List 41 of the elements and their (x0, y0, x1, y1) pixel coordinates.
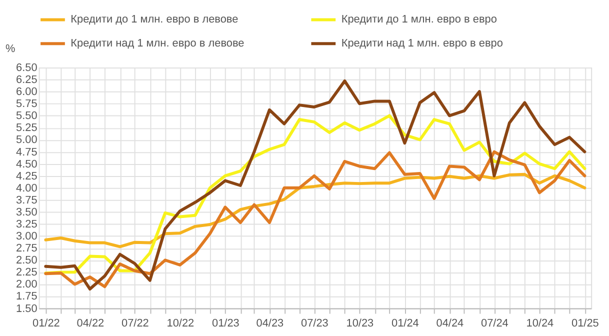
x-tick-label: 10/22 (166, 318, 194, 330)
y-tick-label: 5.75 (16, 98, 38, 110)
x-tick-label: 01/25 (572, 318, 599, 330)
y-tick-label: 4.25 (16, 170, 38, 182)
y-tick-label: 4.50 (16, 158, 38, 170)
y-tick-label: 5.25 (16, 122, 38, 134)
y-tick-label: 6.25 (16, 74, 38, 86)
y-tick-label: 2.00 (16, 278, 38, 291)
y-tick-label: 1.75 (16, 290, 38, 303)
y-tick-label: 3.25 (16, 218, 38, 230)
x-tick-label: 04/24 (436, 318, 464, 330)
x-tick-label: 07/22 (122, 318, 149, 330)
y-tick-label: 3.00 (16, 230, 38, 243)
legend-label: Кредити над 1 млн. евро в евро (341, 38, 503, 50)
legend-label: Кредити до 1 млн. евро в левове (70, 14, 238, 26)
y-tick-label: 5.50 (16, 110, 38, 122)
x-tick-label: 01/23 (212, 318, 240, 330)
x-tick-label: 10/24 (526, 318, 554, 330)
legend-label: Кредити над 1 млн. евро в левове (70, 38, 244, 50)
line-series (44, 79, 586, 291)
line-series (44, 150, 586, 288)
y-tick-label: 2.50 (16, 254, 38, 267)
y-tick-label: 2.25 (16, 266, 38, 279)
y-tick-label: 2.75 (16, 242, 38, 255)
y-tick-label: 4.00 (16, 182, 38, 194)
x-tick-label: 07/23 (301, 318, 328, 330)
x-tick-label: 01/22 (32, 318, 60, 330)
y-tick-label: 6.50 (16, 62, 38, 74)
x-tick-label: 10/23 (346, 318, 374, 330)
y-tick-label: 3.75 (16, 194, 38, 206)
y-axis-title: % (5, 43, 16, 56)
x-tick-label: 04/22 (76, 318, 104, 330)
y-tick-label: 3.50 (16, 206, 38, 218)
legend-label: Кредити до 1 млн. евро в евро (341, 14, 497, 26)
y-tick-label: 6.00 (16, 86, 38, 98)
x-tick-label: 01/24 (392, 318, 419, 330)
x-tick-label: 04/23 (256, 318, 284, 330)
x-tick-label: 07/24 (481, 318, 508, 330)
y-tick-label: 1.50 (16, 302, 38, 315)
y-tick-label: 5.00 (16, 134, 38, 146)
y-tick-label: 4.75 (16, 146, 38, 158)
